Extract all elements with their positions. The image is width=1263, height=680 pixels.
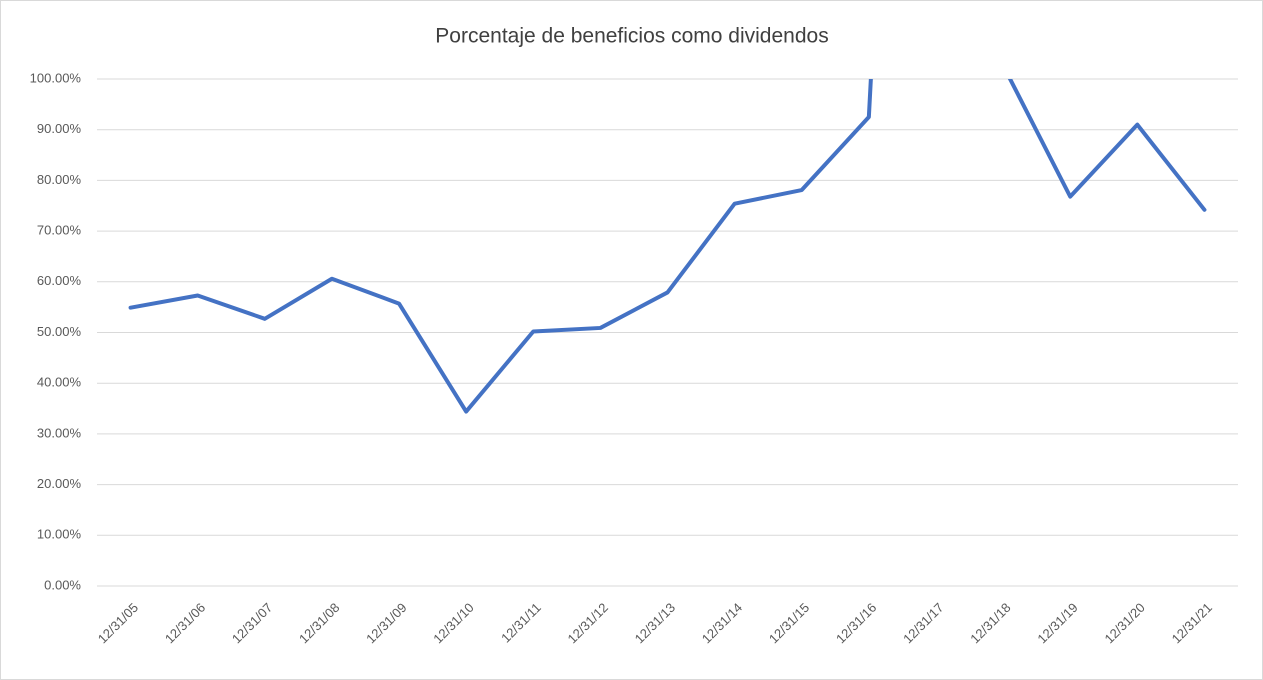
y-tick-label: 0.00% xyxy=(44,577,81,592)
chart-title: Porcentaje de beneficios como dividendos xyxy=(435,25,828,48)
y-tick-label: 20.00% xyxy=(37,476,82,491)
data-line xyxy=(128,79,1207,414)
y-tick-label: 40.00% xyxy=(37,375,82,390)
y-tick-label: 10.00% xyxy=(37,527,82,542)
y-tick-label: 70.00% xyxy=(37,223,82,238)
y-tick-label: 90.00% xyxy=(37,121,82,136)
y-tick-label: 50.00% xyxy=(37,324,82,339)
y-tick-label: 100.00% xyxy=(30,70,82,85)
y-tick-label: 30.00% xyxy=(37,425,82,440)
y-tick-label: 80.00% xyxy=(37,172,82,187)
y-tick-label: 60.00% xyxy=(37,273,82,288)
